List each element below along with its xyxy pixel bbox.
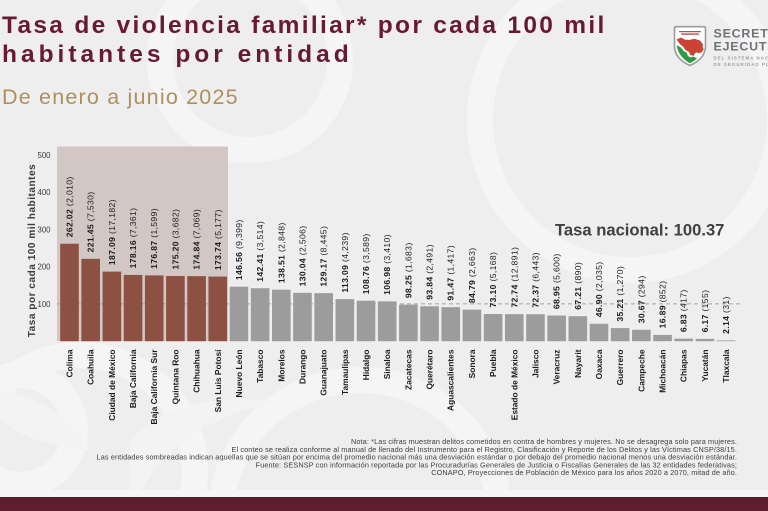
svg-text:84.79 (2,663): 84.79 (2,663): [467, 247, 477, 303]
svg-text:CONAPO, Proyecciones de Poblac: CONAPO, Proyecciones de Población de Méx…: [431, 468, 737, 477]
svg-text:Chihuahua: Chihuahua: [192, 349, 202, 393]
svg-text:Nuevo León: Nuevo León: [234, 350, 244, 398]
svg-text:175.20 (3,682): 175.20 (3,682): [170, 209, 180, 270]
svg-text:Nota: *Las cifras muestran del: Nota: *Las cifras muestran delitos comet…: [351, 437, 737, 446]
svg-text:El conteo se realiza conforme: El conteo se realiza conforme al manual …: [231, 445, 737, 454]
svg-text:187.09 (17,182): 187.09 (17,182): [107, 199, 117, 265]
svg-text:68.95 (5,600): 68.95 (5,600): [552, 253, 562, 309]
svg-text:Nayarit: Nayarit: [573, 349, 583, 378]
svg-text:Las entidades sombreadas indic: Las entidades sombreadas indican aquella…: [97, 453, 737, 462]
svg-text:EJECUTIVO: EJECUTIVO: [714, 40, 768, 54]
svg-text:178.16 (7,361): 178.16 (7,361): [128, 208, 138, 269]
svg-text:Coahuila: Coahuila: [86, 349, 96, 385]
svg-text:72.74 (12,891): 72.74 (12,891): [509, 247, 519, 308]
svg-text:35.21 (1,270): 35.21 (1,270): [615, 266, 625, 322]
svg-text:Durango: Durango: [297, 350, 307, 384]
svg-text:16.89 (852): 16.89 (852): [658, 281, 668, 329]
svg-text:Tamaulipas: Tamaulipas: [340, 349, 350, 395]
svg-text:173.74 (5,177): 173.74 (5,177): [213, 209, 223, 270]
svg-text:Morelos: Morelos: [276, 349, 286, 381]
svg-text:Baja California: Baja California: [128, 349, 138, 408]
svg-text:Tasa nacional: 100.37: Tasa nacional: 100.37: [555, 221, 724, 240]
svg-text:Guerrero: Guerrero: [615, 350, 625, 386]
svg-text:Estado de México: Estado de México: [509, 350, 519, 421]
svg-text:174.84 (7,069): 174.84 (7,069): [192, 209, 202, 270]
svg-text:Colima: Colima: [65, 349, 75, 377]
svg-text:93.84 (2,491): 93.84 (2,491): [425, 244, 435, 300]
svg-text:46.90 (2,035): 46.90 (2,035): [594, 262, 604, 318]
svg-text:200: 200: [37, 263, 51, 272]
svg-text:67.21 (890): 67.21 (890): [573, 262, 583, 310]
svg-text:Querétaro: Querétaro: [425, 350, 435, 390]
svg-text:Campeche: Campeche: [636, 349, 646, 392]
svg-text:262.02 (2,010): 262.02 (2,010): [65, 176, 75, 237]
svg-text:Tasa por cada 100 mil habitant: Tasa por cada 100 mil habitantes: [27, 164, 38, 338]
svg-text:108.76 (3,589): 108.76 (3,589): [361, 233, 371, 294]
svg-text:Hidalgo: Hidalgo: [361, 350, 371, 381]
svg-text:30.67 (294): 30.67 (294): [636, 275, 646, 323]
svg-text:Tlaxcala: Tlaxcala: [721, 349, 731, 382]
svg-text:300: 300: [37, 225, 51, 234]
svg-text:138.51 (2,848): 138.51 (2,848): [276, 222, 286, 283]
svg-text:100: 100: [37, 300, 51, 309]
svg-text:72.37 (6,443): 72.37 (6,443): [530, 252, 540, 308]
svg-text:habitantes por entidad: habitantes por entidad: [2, 41, 353, 68]
svg-text:DEL SISTEMA NACIONAL: DEL SISTEMA NACIONAL: [714, 55, 768, 60]
svg-text:6.83 (417): 6.83 (417): [679, 289, 689, 332]
svg-text:Aguascalientes: Aguascalientes: [446, 349, 456, 411]
svg-text:Fuente: SESNSP con información: Fuente: SESNSP con información reportada…: [256, 460, 737, 469]
svg-text:2.14 (31): 2.14 (31): [721, 296, 731, 334]
svg-text:De enero a junio 2025: De enero a junio 2025: [2, 85, 239, 109]
svg-text:Tasa de violencia familiar* po: Tasa de violencia familiar* por cada 100…: [2, 12, 607, 39]
svg-text:Ciudad de México: Ciudad de México: [107, 350, 117, 421]
svg-text:Baja California Sur: Baja California Sur: [149, 349, 159, 425]
svg-text:Sonora: Sonora: [467, 349, 477, 378]
svg-text:Puebla: Puebla: [488, 349, 498, 377]
svg-text:98.25 (1,683): 98.25 (1,683): [403, 242, 413, 298]
svg-text:73.10 (5,168): 73.10 (5,168): [488, 252, 498, 308]
svg-text:SECRETARIADO: SECRETARIADO: [714, 27, 768, 41]
svg-text:DE SEGURIDAD PÚBLICA: DE SEGURIDAD PÚBLICA: [714, 62, 768, 67]
svg-text:6.17 (155): 6.17 (155): [700, 290, 710, 333]
svg-text:130.04 (2,506): 130.04 (2,506): [297, 226, 307, 287]
svg-text:Zacatecas: Zacatecas: [403, 349, 413, 390]
svg-text:129.17 (8,445): 129.17 (8,445): [319, 226, 329, 287]
svg-text:400: 400: [37, 188, 51, 197]
svg-text:91.47 (1,417): 91.47 (1,417): [446, 245, 456, 301]
svg-text:Yucatán: Yucatán: [700, 350, 710, 382]
svg-text:113.09 (4,239): 113.09 (4,239): [340, 232, 350, 292]
svg-text:500: 500: [37, 151, 51, 160]
svg-text:San Luis Potosí: San Luis Potosí: [213, 349, 223, 412]
svg-text:Sinaloa: Sinaloa: [382, 349, 392, 379]
svg-text:106.98 (3,410): 106.98 (3,410): [382, 234, 392, 295]
svg-text:221.45 (7,530): 221.45 (7,530): [86, 192, 96, 253]
svg-text:Tabasco: Tabasco: [255, 350, 265, 383]
svg-text:Michoacán: Michoacán: [658, 350, 668, 393]
svg-text:142.41 (3,514): 142.41 (3,514): [255, 221, 265, 282]
svg-text:Veracruz: Veracruz: [552, 350, 562, 385]
svg-text:146.56 (9,399): 146.56 (9,399): [234, 219, 244, 280]
svg-text:Quintana Roo: Quintana Roo: [170, 350, 180, 405]
svg-text:Guanajuato: Guanajuato: [319, 350, 329, 396]
svg-text:Chiapas: Chiapas: [679, 349, 689, 382]
svg-text:176.87 (1,599): 176.87 (1,599): [149, 208, 159, 269]
svg-text:Jalisco: Jalisco: [530, 350, 540, 378]
svg-text:Oaxaca: Oaxaca: [594, 349, 604, 379]
